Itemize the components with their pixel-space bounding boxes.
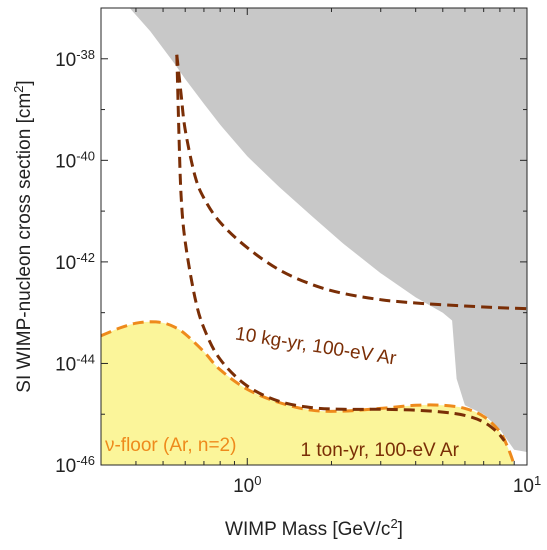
excluded-region (101, 8, 527, 452)
x-tick-label: 100 (233, 473, 261, 498)
y-tick-label: 10-40 (55, 148, 95, 173)
plot-frame (100, 7, 528, 466)
y-tick-label: 10-42 (55, 249, 95, 274)
annotation-label: ν-floor (Ar, n=2) (105, 435, 236, 456)
annotation-label: 10 kg-yr, 100-eV Ar (234, 323, 399, 369)
axes (100, 7, 528, 466)
series-lines (101, 54, 527, 465)
y-tick-label: 10-38 (55, 46, 95, 71)
neutrino-floor-region (101, 321, 515, 465)
projection-10kg-yr-line (175, 54, 527, 311)
annotation-label: 1 ton-yr, 100-eV Ar (301, 440, 460, 461)
y-axis-label: SI WIMP-nucleon cross section [cm2] (11, 80, 36, 392)
ticks: 100 101 10-46 10-44 10-42 10-40 10-38 (55, 7, 541, 498)
x-axis-label: WIMP Mass [GeV/c2] (225, 516, 403, 541)
plot-area (101, 8, 527, 465)
x-tick-label: 101 (513, 473, 541, 498)
y-tick-label: 10-46 (55, 453, 95, 478)
y-tick-label: 10-44 (55, 351, 95, 376)
projection-1ton-yr-line (175, 54, 506, 442)
